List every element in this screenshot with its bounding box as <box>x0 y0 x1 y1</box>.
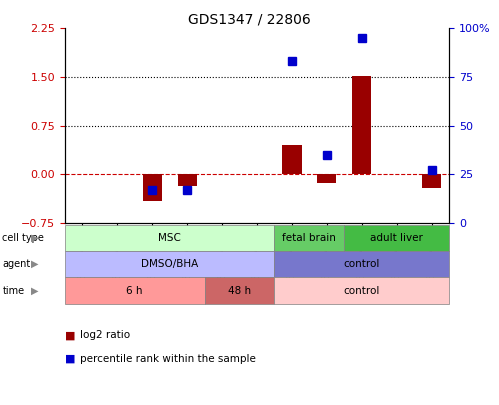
Text: 48 h: 48 h <box>228 286 251 296</box>
Text: adult liver: adult liver <box>370 233 423 243</box>
Text: 6 h: 6 h <box>126 286 143 296</box>
Bar <box>317 174 336 183</box>
Text: ▶: ▶ <box>31 286 39 296</box>
Text: ■: ■ <box>65 354 75 364</box>
Bar <box>282 145 301 174</box>
Text: DMSO/BHA: DMSO/BHA <box>141 259 198 269</box>
Text: fetal brain: fetal brain <box>282 233 336 243</box>
Text: control: control <box>344 286 380 296</box>
Bar <box>352 76 371 174</box>
Text: log2 ratio: log2 ratio <box>80 330 130 340</box>
Text: ▶: ▶ <box>31 233 39 243</box>
Text: ■: ■ <box>65 330 75 340</box>
Text: control: control <box>344 259 380 269</box>
Text: time: time <box>2 286 24 296</box>
Bar <box>422 174 441 188</box>
Text: percentile rank within the sample: percentile rank within the sample <box>80 354 255 364</box>
Text: cell type: cell type <box>2 233 44 243</box>
Bar <box>178 174 197 186</box>
Text: GDS1347 / 22806: GDS1347 / 22806 <box>188 12 311 26</box>
Text: agent: agent <box>2 259 31 269</box>
Bar <box>143 174 162 201</box>
Text: MSC: MSC <box>158 233 181 243</box>
Text: ▶: ▶ <box>31 259 39 269</box>
